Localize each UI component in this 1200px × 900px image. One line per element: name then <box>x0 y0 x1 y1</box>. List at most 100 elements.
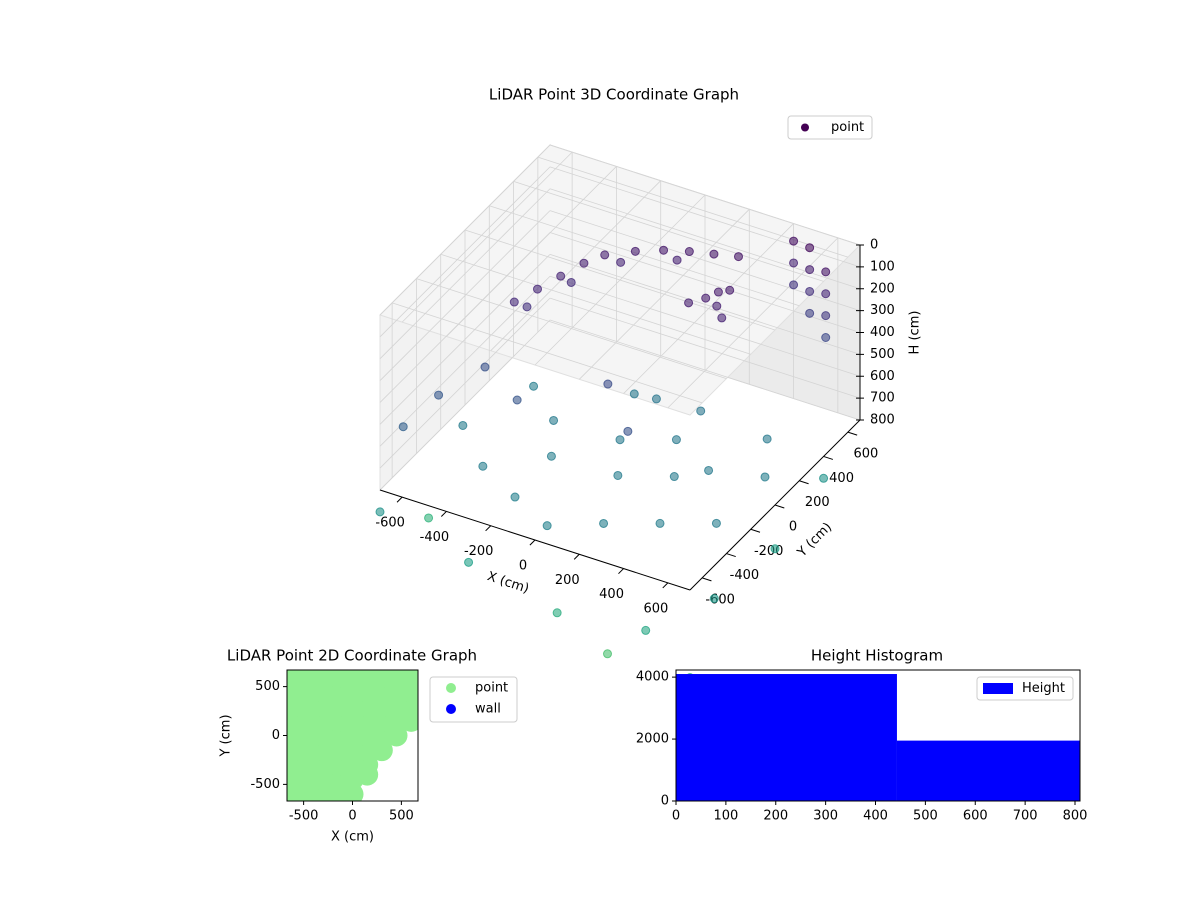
x-tick-label: 0 <box>519 559 527 574</box>
x-tick-label: -400 <box>420 530 450 545</box>
point <box>725 285 735 295</box>
grid-line <box>416 278 727 379</box>
tick-mark <box>662 582 669 589</box>
x-tick-label: 0 <box>348 809 356 824</box>
point <box>599 518 609 528</box>
x-tick-label: 200 <box>763 809 788 824</box>
bar <box>676 674 897 801</box>
tick-mark <box>396 496 403 503</box>
point <box>434 390 444 400</box>
legend-marker <box>446 704 456 714</box>
z-axis-label: H (cm) <box>908 311 923 355</box>
point <box>615 435 625 445</box>
point <box>684 298 694 308</box>
grid-line <box>464 229 776 331</box>
point <box>713 287 723 297</box>
point <box>529 381 539 391</box>
x-tick-label: -200 <box>464 544 494 559</box>
y-tick-label: 0 <box>272 728 280 743</box>
grid-line <box>379 319 551 491</box>
legend-box <box>976 676 1074 701</box>
y-tick-label: 4000 <box>636 670 669 685</box>
tick-mark <box>823 455 834 460</box>
point <box>478 461 488 471</box>
point <box>603 649 612 659</box>
x-tick-label: 700 <box>1013 809 1038 824</box>
x-tick-label: 100 <box>713 809 738 824</box>
tick-mark <box>573 553 580 560</box>
grid-line <box>440 253 751 355</box>
grid-line <box>549 253 861 355</box>
plot-histogram: Height 0 100 200 300 400 500 600 700 800 0 2000 4000 <box>636 669 1088 824</box>
x-tick-label: 200 <box>555 573 580 588</box>
legend-box <box>429 676 518 723</box>
y-tick-label: -200 <box>754 544 784 559</box>
grid-line <box>379 210 551 381</box>
grid-line <box>379 144 551 316</box>
point <box>821 311 831 321</box>
tick-mark <box>701 577 712 582</box>
z-tick-label: 400 <box>870 325 895 340</box>
y-axis-label: Y (cm) <box>219 714 234 757</box>
points <box>287 670 418 801</box>
point <box>709 594 719 604</box>
grid-line <box>549 144 861 246</box>
z-tick-label: 0 <box>870 238 878 253</box>
point <box>542 521 552 531</box>
point <box>464 557 474 567</box>
point <box>671 435 681 445</box>
grid-line <box>379 275 551 447</box>
chart-title: Height Histogram <box>811 647 943 665</box>
tick-mark <box>485 525 492 532</box>
point <box>566 277 576 287</box>
point <box>375 507 385 517</box>
grid-line <box>513 181 824 282</box>
axes-frame <box>675 669 1081 802</box>
plot-3d: -600 -400 -200 0 200 400 600 -600 -400 -200 0 200 40… <box>375 115 923 682</box>
point <box>711 518 721 528</box>
point <box>398 422 408 432</box>
tick-mark <box>529 539 536 546</box>
point <box>821 333 831 342</box>
point <box>424 513 434 523</box>
legend-label: point <box>831 120 864 135</box>
y-tick-label: 600 <box>853 447 878 462</box>
x-tick-label: 300 <box>813 809 838 824</box>
point <box>709 249 719 259</box>
point <box>672 255 682 265</box>
point <box>696 406 706 416</box>
plot-2d: point wall -500 0 500 -500 0 500 X (cm) Y (cm) <box>219 669 518 845</box>
z-tick-label: 300 <box>870 303 895 318</box>
point <box>762 434 772 444</box>
grid-line <box>379 188 551 360</box>
point <box>805 308 815 318</box>
point <box>641 625 651 635</box>
x-tick-label: 400 <box>863 809 888 824</box>
point <box>600 250 610 260</box>
x-tick-label: 600 <box>963 809 988 824</box>
point <box>629 389 639 399</box>
tick-mark <box>774 504 785 509</box>
grid-line <box>379 166 551 338</box>
x-tick-label: 400 <box>599 587 624 602</box>
bar <box>896 740 1080 801</box>
z-tick-label: 100 <box>870 259 895 274</box>
point <box>458 420 468 430</box>
point <box>805 265 815 275</box>
point <box>616 257 626 267</box>
legend-label: Height <box>1022 681 1065 696</box>
z-tick-label: 600 <box>870 369 895 384</box>
legend-label: point <box>475 681 508 696</box>
x-tick-label: 0 <box>672 809 680 824</box>
point <box>579 258 589 268</box>
point <box>480 362 490 372</box>
x-tick-label: 500 <box>913 809 938 824</box>
point <box>821 267 831 277</box>
grid-line <box>379 232 551 403</box>
point <box>789 236 799 246</box>
grid-line <box>549 275 861 377</box>
point <box>613 470 623 480</box>
x-tick-label: 800 <box>1063 809 1088 824</box>
axis-line <box>379 489 691 591</box>
